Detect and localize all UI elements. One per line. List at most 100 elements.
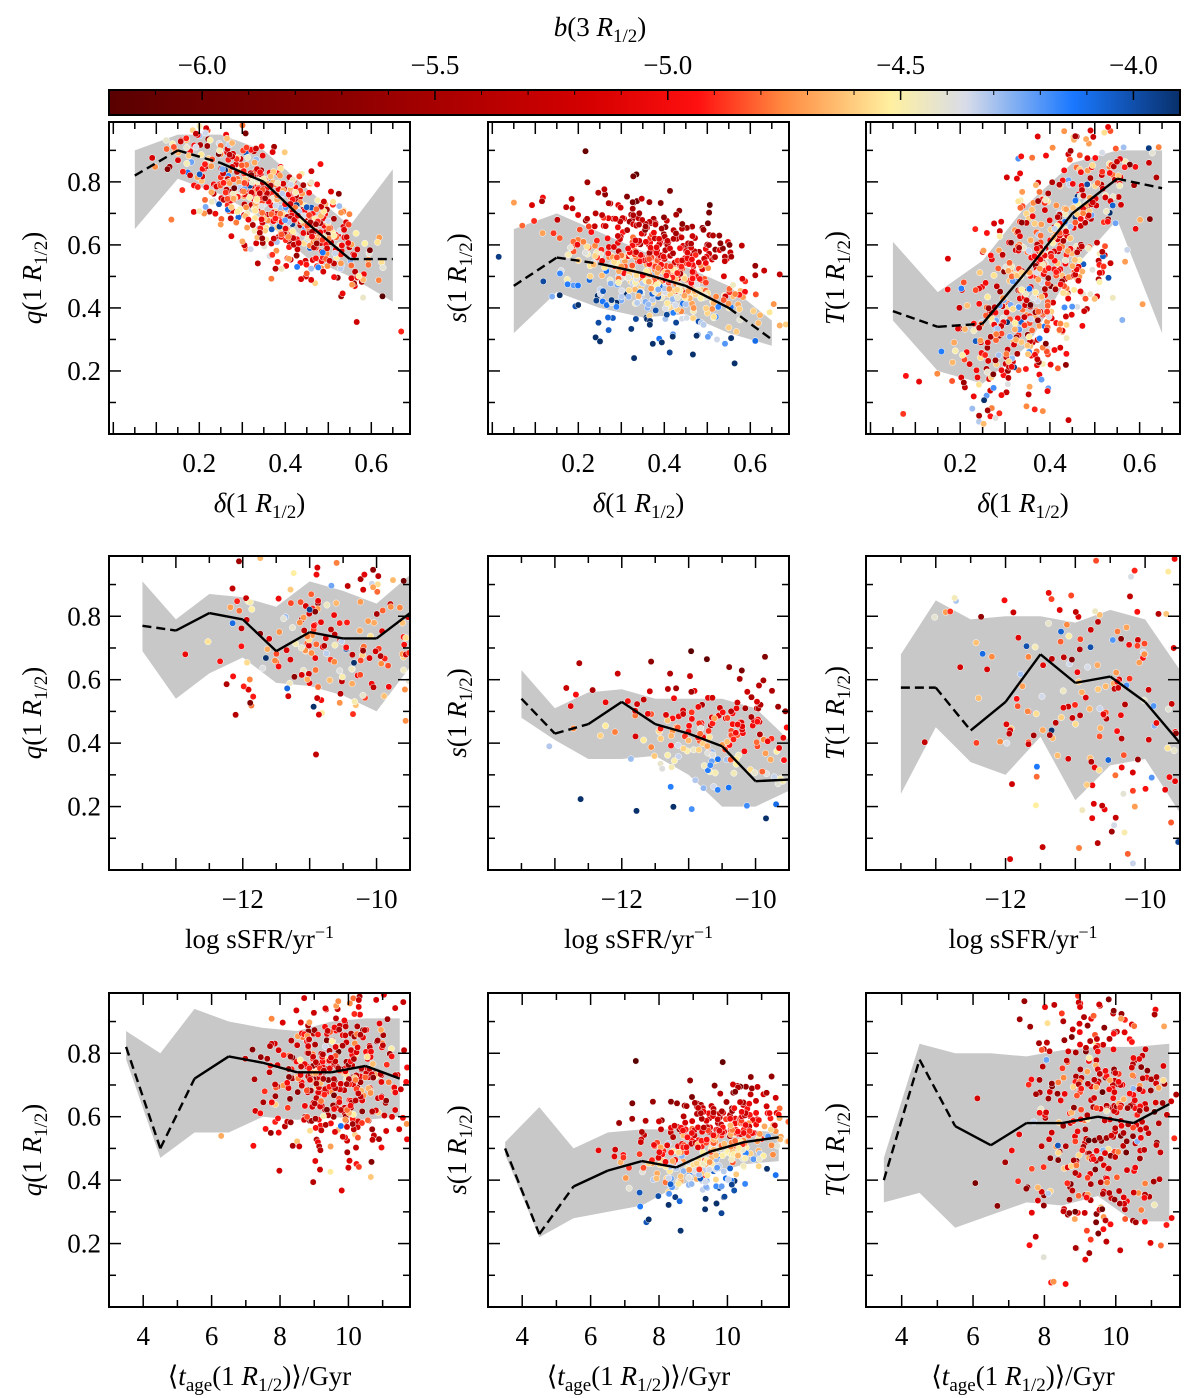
scatter-point <box>287 181 295 189</box>
scatter-point <box>644 300 652 308</box>
scatter-point <box>181 650 189 658</box>
scatter-points <box>181 556 410 758</box>
scatter-point <box>690 304 698 312</box>
scatter-point <box>1001 596 1008 604</box>
scatter-point <box>1094 179 1102 187</box>
scatter-point <box>961 325 969 333</box>
scatter-point <box>569 204 576 212</box>
scatter-point <box>688 805 696 813</box>
scatter-point <box>326 257 334 265</box>
scatter-point <box>753 718 761 726</box>
scatter-point <box>317 160 324 168</box>
scatter-point <box>1023 642 1030 650</box>
scatter-point <box>271 215 279 222</box>
scatter-point <box>297 598 305 606</box>
scatter-point <box>617 204 625 212</box>
scatter-point <box>669 803 677 811</box>
scatter-point <box>591 252 599 260</box>
scatter-point <box>960 379 968 387</box>
scatter-point <box>1106 169 1114 177</box>
scatter-point <box>1140 1146 1148 1154</box>
scatter-point <box>233 597 241 605</box>
scatter-point <box>373 610 381 618</box>
scatter-point <box>167 216 175 224</box>
scatter-point <box>336 619 344 627</box>
scatter-point <box>980 247 987 255</box>
scatter-point <box>681 1119 689 1127</box>
scatter-point <box>618 287 626 295</box>
median-line <box>642 272 687 288</box>
scatter-point <box>642 1117 650 1125</box>
scatter-point <box>1096 1070 1104 1078</box>
scatter-point <box>367 1173 375 1181</box>
scatter-point <box>1028 1165 1036 1173</box>
scatter-point <box>654 264 662 272</box>
scatter-point <box>607 280 615 288</box>
scatter-point <box>1013 695 1021 703</box>
scatter-point <box>638 195 646 203</box>
scatter-point <box>1052 268 1060 276</box>
axes-frame <box>108 121 411 435</box>
scatter-point <box>937 348 945 355</box>
scatter-point <box>1087 758 1095 766</box>
scatter-point <box>658 765 666 773</box>
scatter-point <box>1087 1236 1095 1244</box>
scatter-point <box>357 657 365 664</box>
median-line-dashed <box>882 1059 921 1181</box>
scatter-point <box>1042 1108 1050 1116</box>
scatter-point <box>1098 248 1106 256</box>
scatter-point <box>355 1003 363 1011</box>
y-axis-label: s(1 R1/2) <box>442 1105 477 1195</box>
scatter-point <box>714 786 722 794</box>
scatter-point <box>1070 286 1078 294</box>
median-line-dashed <box>177 149 222 165</box>
scatter-point <box>1050 1001 1058 1009</box>
scatter-point <box>268 1015 276 1023</box>
scatter-point <box>1062 1142 1070 1150</box>
scatter-point <box>203 142 211 150</box>
scatter-point <box>972 739 980 747</box>
scatter-point <box>1094 1230 1102 1237</box>
scatter-point <box>402 634 410 642</box>
scatter-point <box>1071 256 1079 264</box>
scatter-point <box>399 1114 407 1122</box>
scatter-point <box>1085 1249 1093 1257</box>
scatter-point <box>711 769 719 777</box>
scatter-point <box>233 208 241 216</box>
scatter-point <box>235 607 243 615</box>
scatter-point <box>1005 730 1013 738</box>
scatter-point <box>686 672 694 680</box>
scatter-point <box>1036 265 1044 273</box>
scatter-point <box>1095 766 1103 774</box>
scatter-point <box>1032 801 1040 809</box>
scatter-point <box>258 215 266 223</box>
scatter-point <box>706 201 714 209</box>
scatter-point <box>633 700 641 708</box>
scatter-point <box>674 741 682 749</box>
scatter-point <box>562 684 570 692</box>
scatter-point <box>1116 1246 1124 1254</box>
scatter-point <box>1117 1015 1125 1023</box>
scatter-point <box>348 665 356 673</box>
scatter-point <box>1031 405 1039 413</box>
scatter-point <box>611 1146 619 1154</box>
scatter-point <box>772 1171 780 1179</box>
scatter-point <box>1045 619 1052 627</box>
y-tick-label: 0.4 <box>67 728 101 758</box>
scatter-point <box>645 1216 653 1223</box>
scatter-point <box>725 784 733 792</box>
scatter-point <box>591 222 599 230</box>
scatter-point <box>246 699 254 707</box>
scatter-point <box>196 170 204 178</box>
scatter-point <box>710 1109 718 1117</box>
scatter-point <box>998 391 1005 399</box>
scatter-point <box>630 354 638 362</box>
scatter-point <box>1077 1085 1085 1093</box>
scatter-point <box>951 594 959 602</box>
scatter-point <box>649 1098 657 1106</box>
scatter-point <box>1018 219 1026 227</box>
scatter-point <box>1091 295 1099 303</box>
median-line <box>990 1122 1028 1147</box>
scatter-point <box>614 232 622 240</box>
